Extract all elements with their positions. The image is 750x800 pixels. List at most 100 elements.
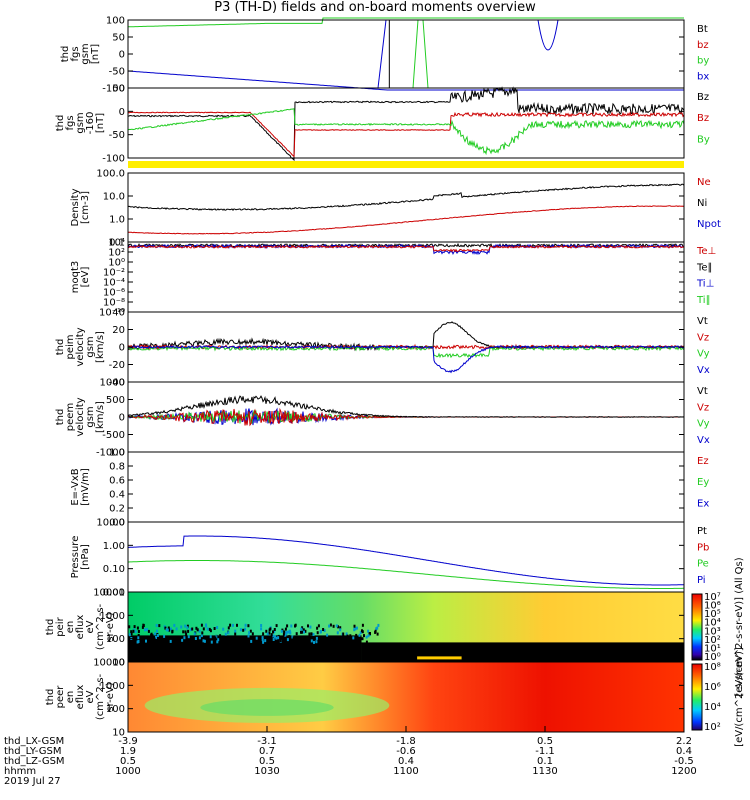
spectrogram-pixel [182, 630, 185, 634]
x-tick-LY: -0.6 [396, 746, 416, 757]
x-row-label: thd_LY-GSM [4, 746, 61, 757]
spectrogram-pixel [168, 628, 171, 632]
y-tick-label: 500 [106, 395, 125, 406]
spectrogram-pixel [205, 624, 208, 628]
spectrogram-pixel [234, 632, 237, 636]
spectrogram-pixel [280, 629, 283, 633]
spectrogram-pixel [367, 629, 370, 633]
panel-9: 10000 1000 100 10 thd peir en eflux eV (cm^2-s-sr… [45, 557, 745, 696]
colorbar-tick: 10² [704, 635, 721, 646]
y-tick-label: 20 [112, 325, 125, 336]
spectrogram-pixel [284, 627, 287, 631]
series-bx-dip [537, 19, 559, 51]
spectrogram-pixel [169, 627, 172, 631]
spectrogram-pixel [279, 636, 282, 640]
spectrogram-pixel [305, 635, 307, 639]
spectrogram-pixel [130, 630, 133, 634]
spectrogram-pixel [322, 628, 325, 631]
spectrogram-pixel [339, 628, 342, 632]
spectrogram-pixel [198, 629, 201, 633]
colorbar-tick: 10⁴ [704, 618, 721, 629]
y-tick-label: 0 [119, 50, 125, 61]
spectrogram-pixel [250, 639, 253, 643]
y-tick-label: 0.01 [103, 588, 125, 599]
spectrogram-pixel [212, 636, 215, 640]
series-Pe [128, 560, 684, 589]
spectrogram-pixel [368, 632, 371, 636]
spectrogram-pixel [167, 640, 169, 643]
spectrogram-pixel [194, 637, 197, 640]
y-tick-label: 10⁻⁴ [103, 278, 125, 289]
spectrogram-pixel [337, 625, 339, 629]
y-label: thd fgs gsm -160 [nT] [55, 112, 106, 135]
spectrogram-pixel [262, 640, 265, 644]
spectrogram-pixel [193, 632, 196, 636]
spectrogram-pixel [186, 626, 189, 630]
spectrogram-pixel [247, 624, 250, 628]
colorbar-tick: 10¹ [704, 643, 721, 654]
spectrogram-pixel [323, 629, 326, 633]
spectrogram-pixel [169, 639, 172, 643]
y-tick-label: 0.10 [103, 564, 125, 575]
spectrogram-pixel [288, 629, 291, 633]
spectrogram-pixel [358, 633, 361, 637]
spectrogram-pixel [216, 626, 219, 629]
spectrogram-pixel [244, 627, 247, 631]
y-tick-label: -20 [109, 360, 125, 371]
y-label-line: Pressure [70, 536, 81, 579]
spectrogram-pixel [227, 626, 230, 630]
spectrogram-pixel [307, 624, 309, 628]
spectrogram-pixel [295, 632, 298, 636]
y-label-line: [cm-3] [80, 191, 91, 224]
spectrogram-pixel [290, 624, 293, 628]
spectrogram-pixel [128, 633, 131, 637]
panel-3: 100.0 10.0 1.0 0.1 Density [cm-3] Ne Ni Npot [70, 169, 721, 249]
y-label: Pressure [nPa] [70, 536, 91, 579]
y-tick-label: 10⁻⁸ [103, 298, 125, 309]
spectrogram-pixel [376, 632, 379, 636]
spectrogram-pixel [232, 623, 234, 627]
spectrogram-ion-lowE2 [361, 642, 684, 662]
spectrogram-pixel [209, 629, 212, 633]
y-label: thd peem velocity gsm [km/s] [55, 397, 106, 436]
spectrogram-pixel [247, 634, 250, 638]
spectrogram-pixel [319, 638, 321, 642]
spectrogram-pixel [255, 636, 258, 640]
spectrogram-pixel [339, 626, 342, 630]
spectrogram-pixel [166, 628, 169, 632]
spectrogram-pixel [164, 626, 167, 630]
spectrogram-pixel [175, 627, 178, 631]
y-tick-label: -50 [109, 67, 125, 78]
y-tick-label: 10² [108, 248, 125, 259]
y-label-line: Density [70, 188, 81, 226]
colorbar-tick: 10⁶ [704, 682, 721, 693]
y-tick-label: 100 [106, 16, 125, 27]
y-label-line: thd [60, 46, 71, 63]
y-label-line: thd [55, 339, 66, 356]
panel-5: 40 20 0 -20 -40 thd peim velocity gsm [km/s] Vt Vz V… [55, 308, 710, 389]
spectrogram-pixel [365, 640, 368, 644]
spectrogram-ion-feature [417, 656, 462, 660]
spectrogram-pixel [196, 628, 199, 632]
y-tick-label: 10 [112, 658, 125, 669]
spectrogram-pixel [361, 623, 364, 627]
y-label-line: fgs [70, 46, 81, 61]
spectrogram-pixel [353, 624, 356, 628]
y-label-line: peer [55, 685, 66, 709]
x-row-label: 2019 Jul 27 [4, 776, 61, 787]
spectrogram-pixel [302, 628, 305, 632]
y-tick-label: 10⁻⁶ [103, 288, 125, 299]
y-tick-label: 1000 [100, 611, 125, 622]
panel-0: 100 50 0 -50 -100 thd fgs gsm [nT] Bt bz by bx [60, 16, 709, 95]
spectrogram-pixel [233, 638, 236, 642]
spectrogram-pixel [348, 638, 351, 642]
spectrogram-pixel [179, 636, 182, 639]
spectrogram-pixel [374, 630, 377, 634]
series-Ne [127, 205, 685, 235]
y-tick-label: -40 [109, 378, 125, 389]
y-label: thd peim velocity gsm [km/s] [55, 327, 106, 366]
spectrogram-pixel [275, 624, 278, 628]
y-label-line: sr-eV) [105, 612, 116, 641]
series-Vy [127, 345, 685, 359]
spectrogram-pixel [361, 637, 364, 641]
